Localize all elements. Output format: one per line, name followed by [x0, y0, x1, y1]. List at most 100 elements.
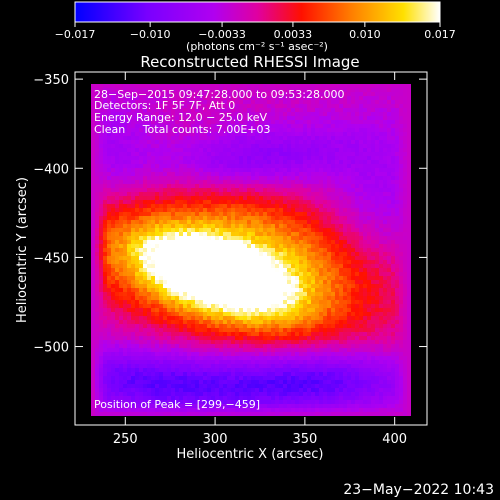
heatmap-pixel	[135, 296, 139, 300]
heatmap-pixel	[251, 120, 255, 124]
heatmap-pixel	[227, 348, 231, 352]
heatmap-pixel	[175, 364, 179, 368]
heatmap-pixel	[75, 352, 79, 356]
heatmap-pixel	[239, 416, 243, 420]
heatmap-pixel	[247, 392, 251, 396]
heatmap-pixel	[143, 284, 147, 288]
heatmap-pixel	[147, 332, 151, 336]
heatmap-pixel	[107, 188, 111, 192]
heatmap-pixel	[147, 328, 151, 332]
heatmap-pixel	[135, 336, 139, 340]
heatmap-pixel	[223, 216, 227, 220]
heatmap-pixel	[259, 368, 263, 372]
heatmap-pixel	[279, 296, 283, 300]
heatmap-pixel	[267, 84, 271, 88]
heatmap-pixel	[215, 88, 219, 92]
heatmap-pixel	[163, 408, 167, 412]
heatmap-pixel	[207, 80, 211, 84]
heatmap-pixel	[255, 388, 259, 392]
heatmap-pixel	[119, 220, 123, 224]
heatmap-pixel	[207, 360, 211, 364]
heatmap-pixel	[131, 360, 135, 364]
heatmap-pixel	[223, 124, 227, 128]
heatmap-pixel	[239, 220, 243, 224]
heatmap-pixel	[283, 360, 287, 364]
heatmap-pixel	[119, 168, 123, 172]
heatmap-pixel	[171, 364, 175, 368]
heatmap-pixel	[107, 196, 111, 200]
heatmap-pixel	[211, 392, 215, 396]
heatmap-pixel	[223, 304, 227, 308]
heatmap-pixel	[103, 104, 107, 108]
heatmap-pixel	[279, 256, 283, 260]
heatmap-pixel	[223, 404, 227, 408]
heatmap-pixel	[203, 188, 207, 192]
heatmap-pixel	[283, 308, 287, 312]
heatmap-pixel	[263, 324, 267, 328]
heatmap-pixel	[231, 232, 235, 236]
heatmap-pixel	[187, 252, 191, 256]
heatmap-pixel	[295, 392, 299, 396]
heatmap-pixel	[243, 288, 247, 292]
heatmap-pixel	[251, 268, 255, 272]
heatmap-pixel	[119, 376, 123, 380]
heatmap-pixel	[143, 96, 147, 100]
heatmap-pixel	[163, 392, 167, 396]
heatmap-pixel	[99, 192, 103, 196]
heatmap-pixel	[263, 88, 267, 92]
heatmap-pixel	[207, 340, 211, 344]
heatmap-pixel	[211, 416, 215, 420]
heatmap-pixel	[163, 248, 167, 252]
heatmap-pixel	[279, 168, 283, 172]
heatmap-pixel	[111, 180, 115, 184]
heatmap-pixel	[87, 356, 91, 360]
heatmap-pixel	[147, 120, 151, 124]
heatmap-pixel	[87, 292, 91, 296]
heatmap-pixel	[291, 280, 295, 284]
heatmap-pixel	[203, 228, 207, 232]
heatmap-pixel	[123, 172, 127, 176]
heatmap-pixel	[195, 284, 199, 288]
heatmap-pixel	[251, 320, 255, 324]
heatmap-pixel	[243, 360, 247, 364]
heatmap-pixel	[175, 116, 179, 120]
heatmap-pixel	[147, 116, 151, 120]
heatmap-pixel	[267, 112, 271, 116]
heatmap-pixel	[191, 144, 195, 148]
heatmap-pixel	[195, 240, 199, 244]
heatmap-pixel	[275, 100, 279, 104]
heatmap-pixel	[227, 356, 231, 360]
heatmap-pixel	[99, 412, 103, 416]
heatmap-pixel	[111, 76, 115, 80]
heatmap-pixel	[75, 416, 79, 420]
heatmap-pixel	[199, 376, 203, 380]
heatmap-pixel	[247, 300, 251, 304]
heatmap-pixel	[167, 200, 171, 204]
heatmap-pixel	[239, 140, 243, 144]
heatmap-pixel	[243, 300, 247, 304]
heatmap-pixel	[263, 244, 267, 248]
heatmap-pixel	[195, 180, 199, 184]
heatmap-pixel	[283, 380, 287, 384]
heatmap-pixel	[171, 168, 175, 172]
heatmap-pixel	[271, 276, 275, 280]
heatmap-pixel	[143, 396, 147, 400]
heatmap-pixel	[255, 360, 259, 364]
heatmap-pixel	[119, 164, 123, 168]
heatmap-pixel	[75, 312, 79, 316]
heatmap-pixel	[283, 124, 287, 128]
heatmap-pixel	[287, 280, 291, 284]
heatmap-pixel	[127, 412, 131, 416]
heatmap-pixel	[255, 140, 259, 144]
heatmap-pixel	[263, 112, 267, 116]
heatmap-pixel	[99, 96, 103, 100]
heatmap-pixel	[107, 376, 111, 380]
heatmap-pixel	[239, 332, 243, 336]
heatmap-pixel	[279, 156, 283, 160]
heatmap-pixel	[91, 332, 95, 336]
heatmap-pixel	[191, 236, 195, 240]
heatmap-pixel	[263, 204, 267, 208]
heatmap-pixel	[155, 332, 159, 336]
heatmap-pixel	[151, 188, 155, 192]
heatmap-pixel	[275, 308, 279, 312]
